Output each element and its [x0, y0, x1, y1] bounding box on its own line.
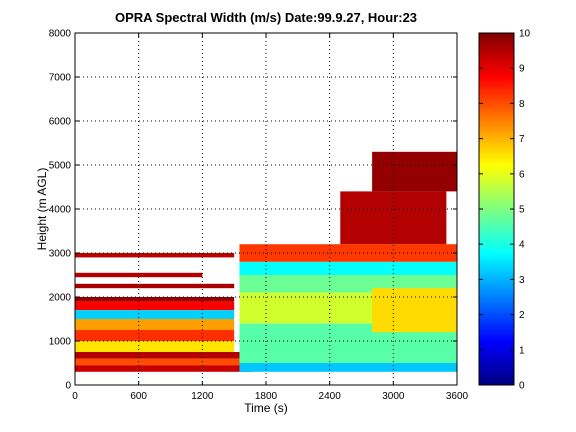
colorbar-tick-label: 4 [519, 240, 525, 251]
colorbar-tick-label: 5 [519, 205, 525, 216]
heatmap-cell [75, 310, 235, 319]
colorbar-tick-label: 2 [519, 310, 525, 321]
y-axis-label: Height (m AGL) [35, 168, 49, 251]
x-tick-label: 2400 [319, 391, 342, 402]
chart-title: OPRA Spectral Width (m/s) Date:99.9.27, … [115, 10, 417, 25]
x-tick-label: 3600 [446, 391, 469, 402]
x-tick-label: 600 [130, 391, 147, 402]
x-tick-label: 3000 [382, 391, 405, 402]
y-tick-label: 3000 [49, 249, 72, 260]
colorbar-tick-label: 7 [519, 134, 525, 145]
axis-ticks: 0 600 1200 1800 2400 3000 3600 0 1000 2000 3000 400… [49, 29, 469, 403]
y-tick-label: 1000 [49, 337, 72, 348]
x-tick-label: 0 [72, 391, 78, 402]
colorbar-tick-label: 9 [519, 64, 525, 75]
colorbar [478, 32, 515, 386]
heatmap-cell [372, 288, 457, 333]
colorbar-tick-label: 3 [519, 275, 525, 286]
y-tick-label: 7000 [49, 73, 72, 84]
grid-lines [75, 33, 457, 385]
heatmap-cell [75, 272, 203, 278]
colorbar-tick-label: 0 [519, 381, 525, 392]
heatmap-cell [75, 253, 235, 258]
heatmap-cell [239, 244, 457, 262]
heatmap-cell [75, 365, 251, 372]
colorbar-tick-label: 10 [519, 29, 531, 40]
colorbar-tick-label: 6 [519, 169, 525, 180]
colorbar-ticks: 0 1 2 3 4 5 6 7 8 9 10 [479, 29, 531, 392]
heatmap-cell [239, 261, 457, 275]
heatmap-cell [75, 330, 235, 341]
heatmap-cell [75, 341, 235, 352]
heatmap-cell [75, 319, 235, 330]
y-tick-label: 8000 [49, 29, 72, 40]
x-tick-label: 1200 [191, 391, 214, 402]
colorbar-tick-label: 1 [519, 345, 525, 356]
x-tick-label: 1800 [255, 391, 278, 402]
heatmap-cell [75, 301, 235, 311]
y-tick-label: 6000 [49, 117, 72, 128]
y-tick-label: 0 [65, 381, 71, 392]
heatmap-cell [75, 297, 235, 302]
heatmap-cell [239, 363, 457, 372]
heatmap-cell [372, 151, 457, 192]
y-tick-label: 5000 [49, 161, 72, 172]
y-tick-label: 2000 [49, 293, 72, 304]
y-tick-label: 4000 [49, 205, 72, 216]
colorbar-tick-label: 8 [519, 99, 525, 110]
heatmap-cell [75, 358, 245, 366]
heatmap-cell [75, 283, 235, 289]
heatmap-cell [75, 352, 251, 359]
x-axis-label: Time (s) [244, 401, 288, 415]
